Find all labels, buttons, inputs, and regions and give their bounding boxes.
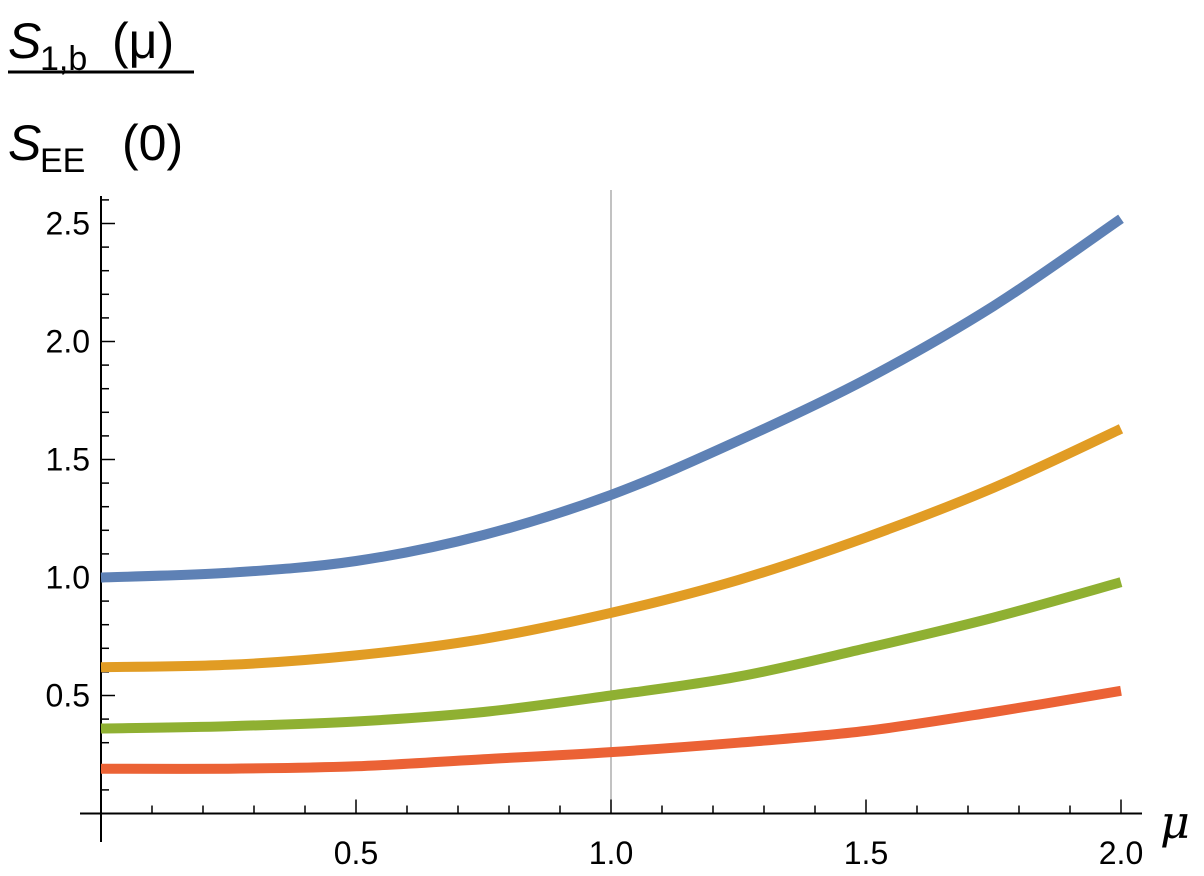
y-label-denominator-subscript: EE <box>40 142 85 180</box>
series-line-2 <box>100 424 1124 673</box>
x-tick-label: 0.5 <box>334 835 378 871</box>
y-axis-label: S 1,b (μ) S EE (0) <box>8 13 194 180</box>
y-tick-label: 1.0 <box>46 560 90 596</box>
x-axis-label: μ <box>1160 795 1190 849</box>
x-tick-label: 1.0 <box>589 835 633 871</box>
y-label-numerator-argument: (μ) <box>112 13 174 69</box>
y-tick-label: 2.5 <box>46 206 90 242</box>
x-tick-label: 1.5 <box>844 835 888 871</box>
series-line-1 <box>100 214 1124 583</box>
y-label-denominator-symbol: S <box>8 115 41 171</box>
y-tick-label: 2.0 <box>46 324 90 360</box>
series-line-3 <box>100 577 1123 734</box>
series-line-4 <box>100 685 1122 774</box>
x-tick-label: 2.0 <box>1099 835 1143 871</box>
y-tick-label: 0.5 <box>46 678 90 714</box>
y-tick-label: 1.5 <box>46 442 90 478</box>
y-label-denominator-argument: (0) <box>122 115 183 171</box>
y-label-numerator-symbol: S <box>8 13 41 69</box>
